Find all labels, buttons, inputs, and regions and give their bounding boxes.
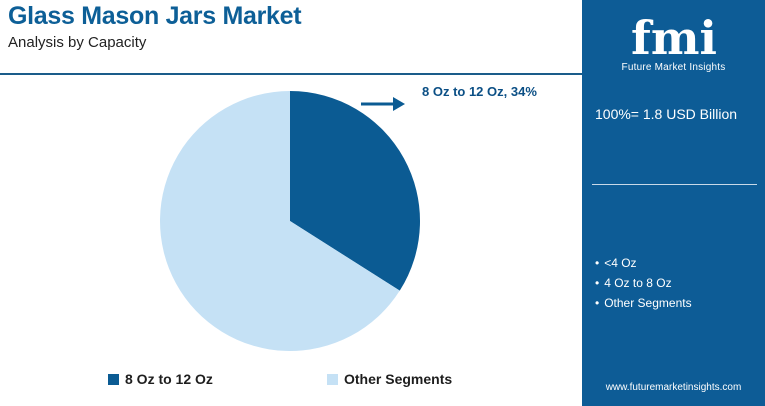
segment-item: • 4 Oz to 8 Oz bbox=[595, 276, 672, 290]
pie-slice-other-segments bbox=[159, 91, 400, 351]
legend-item-other-segments: Other Segments bbox=[327, 371, 452, 387]
pie-slice-8-oz-to-12-oz bbox=[290, 91, 420, 291]
slice-label-8oz-to-12oz: 8 Oz to 12 Oz, 34% bbox=[422, 84, 537, 99]
logo-text: fmi bbox=[631, 14, 717, 60]
market-total: 100%= 1.8 USD Billion bbox=[595, 106, 738, 122]
legend-label: Other Segments bbox=[344, 371, 453, 387]
segment-list: • <4 Oz • 4 Oz to 8 Oz • Other Segments bbox=[595, 253, 692, 313]
logo-subtitle: Future Market Insights bbox=[621, 62, 726, 73]
panel-divider bbox=[592, 184, 757, 185]
segment-item: • Other Segments bbox=[595, 296, 692, 310]
info-panel: fmi Future Market Insights 100%= 1.8 USD… bbox=[582, 0, 765, 406]
pie-chart bbox=[159, 91, 420, 351]
callout-arrow bbox=[361, 97, 405, 111]
chart-title: Glass Mason Jars Market bbox=[8, 2, 302, 30]
legend-swatch bbox=[327, 373, 338, 385]
legend-item-8oz-to-12oz: 8 Oz to 12 Oz bbox=[108, 371, 213, 387]
website-link[interactable]: www.futuremarketinsights.com bbox=[605, 382, 742, 393]
legend-label: 8 Oz to 12 Oz bbox=[125, 371, 213, 387]
chart-subtitle: Analysis by Capacity bbox=[8, 34, 147, 51]
legend-swatch bbox=[108, 373, 119, 385]
fmi-logo: fmi bbox=[631, 14, 717, 60]
header-divider bbox=[0, 73, 582, 75]
segment-item: • <4 Oz bbox=[595, 256, 637, 270]
